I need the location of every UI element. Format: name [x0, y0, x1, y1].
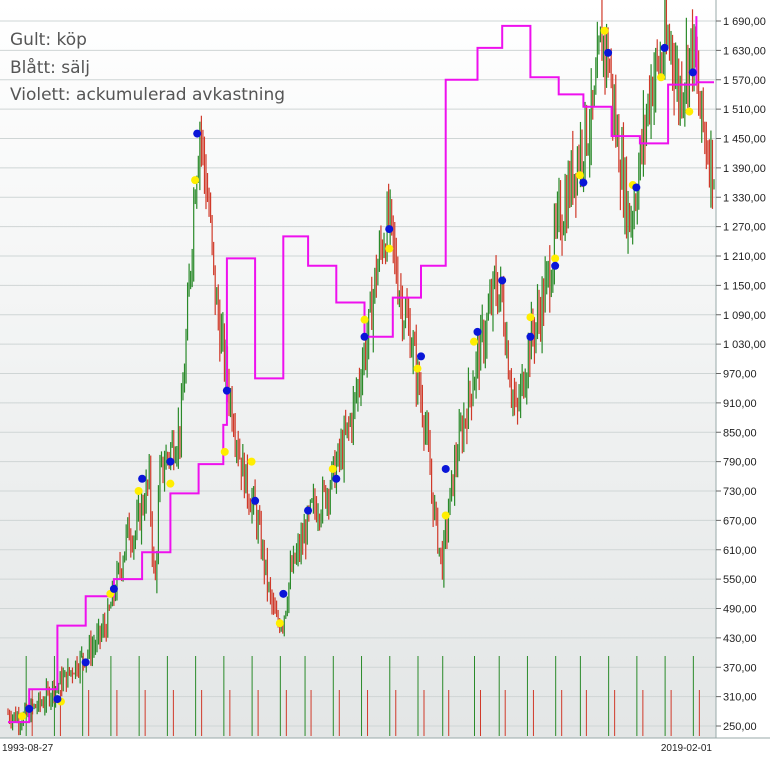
y-tick-label: 1 150,00: [723, 280, 766, 292]
buy-point: [526, 313, 535, 322]
y-tick-label: 850,00: [723, 427, 757, 439]
buy-point: [275, 619, 284, 628]
y-tick-label: 790,00: [723, 457, 757, 469]
y-tick-label: 610,00: [723, 545, 757, 557]
y-tick-label: 1 390,00: [723, 163, 766, 175]
x-tick-start: 1993-08-27: [2, 743, 54, 754]
sell-point: [688, 68, 697, 77]
sell-point: [579, 178, 588, 187]
sell-point: [360, 332, 369, 341]
sell-point: [385, 225, 394, 234]
legend-buy: Gult: köp: [10, 30, 87, 50]
y-tick-label: 370,00: [723, 662, 757, 674]
buy-point: [18, 712, 27, 721]
sell-point: [526, 332, 535, 341]
y-tick-label: 310,00: [723, 692, 757, 704]
y-tick-label: 1 510,00: [723, 104, 766, 116]
sell-point: [193, 129, 202, 138]
buy-point: [328, 464, 337, 473]
y-tick-label: 1 450,00: [723, 134, 766, 146]
sell-point: [632, 183, 641, 192]
buy-point: [441, 511, 450, 520]
buy-point: [385, 244, 394, 253]
buy-point: [191, 176, 200, 185]
legend-sell: Blått: sälj: [10, 58, 90, 78]
y-tick-label: 430,00: [723, 633, 757, 645]
buy-point: [551, 254, 560, 263]
sell-point: [25, 704, 34, 713]
y-axis: 250,00 310,00 370,00 430,00 490,00 550,00 610,…: [716, 16, 766, 733]
trade-points: [18, 26, 697, 721]
y-tick-label: 490,00: [723, 604, 757, 616]
plot-background: [0, 0, 716, 738]
legend-equity: Violett: ackumulerad avkastning: [10, 85, 286, 105]
buy-point: [220, 447, 229, 456]
y-tick-label: 970,00: [723, 369, 757, 381]
y-tick-label: 1 630,00: [723, 45, 766, 57]
sell-point: [53, 695, 62, 704]
sell-point: [441, 464, 450, 473]
buy-point: [575, 171, 584, 180]
y-tick-label: 1 270,00: [723, 222, 766, 234]
buy-point: [657, 73, 666, 82]
sell-point: [604, 48, 613, 57]
sell-point: [660, 43, 669, 52]
y-tick-label: 1 330,00: [723, 192, 766, 204]
y-tick-label: 1 090,00: [723, 310, 766, 322]
gridlines: [0, 20, 716, 727]
y-tick-label: 1 570,00: [723, 75, 766, 87]
equity-step-line: [8, 16, 714, 724]
sell-point: [279, 589, 288, 598]
sell-point: [81, 658, 90, 667]
buy-point: [685, 107, 694, 116]
sell-point: [551, 261, 560, 270]
buy-point: [166, 479, 175, 488]
y-tick-label: 250,00: [723, 721, 757, 733]
sell-point: [332, 474, 341, 483]
sell-point: [304, 506, 313, 515]
buy-point: [413, 364, 422, 373]
buy-point: [600, 26, 609, 35]
y-tick-label: 1 690,00: [723, 16, 766, 28]
buy-point: [360, 315, 369, 324]
sell-point: [138, 474, 147, 483]
sell-point: [222, 386, 231, 395]
equity-line: [8, 16, 714, 724]
y-tick-label: 670,00: [723, 515, 757, 527]
y-tick-label: 910,00: [723, 398, 757, 410]
buy-point: [469, 337, 478, 346]
y-tick-label: 1 210,00: [723, 251, 766, 263]
buy-point: [247, 457, 256, 466]
sell-point: [498, 276, 507, 285]
y-tick-label: 550,00: [723, 574, 757, 586]
sell-point: [417, 352, 426, 361]
sell-point: [251, 496, 260, 505]
y-tick-label: 1 030,00: [723, 339, 766, 351]
sell-point: [166, 457, 175, 466]
x-tick-end: 2019-02-01: [661, 743, 713, 754]
sell-point: [109, 584, 118, 593]
sell-point: [473, 327, 482, 336]
buy-point: [134, 487, 143, 495]
y-tick-label: 730,00: [723, 486, 757, 498]
